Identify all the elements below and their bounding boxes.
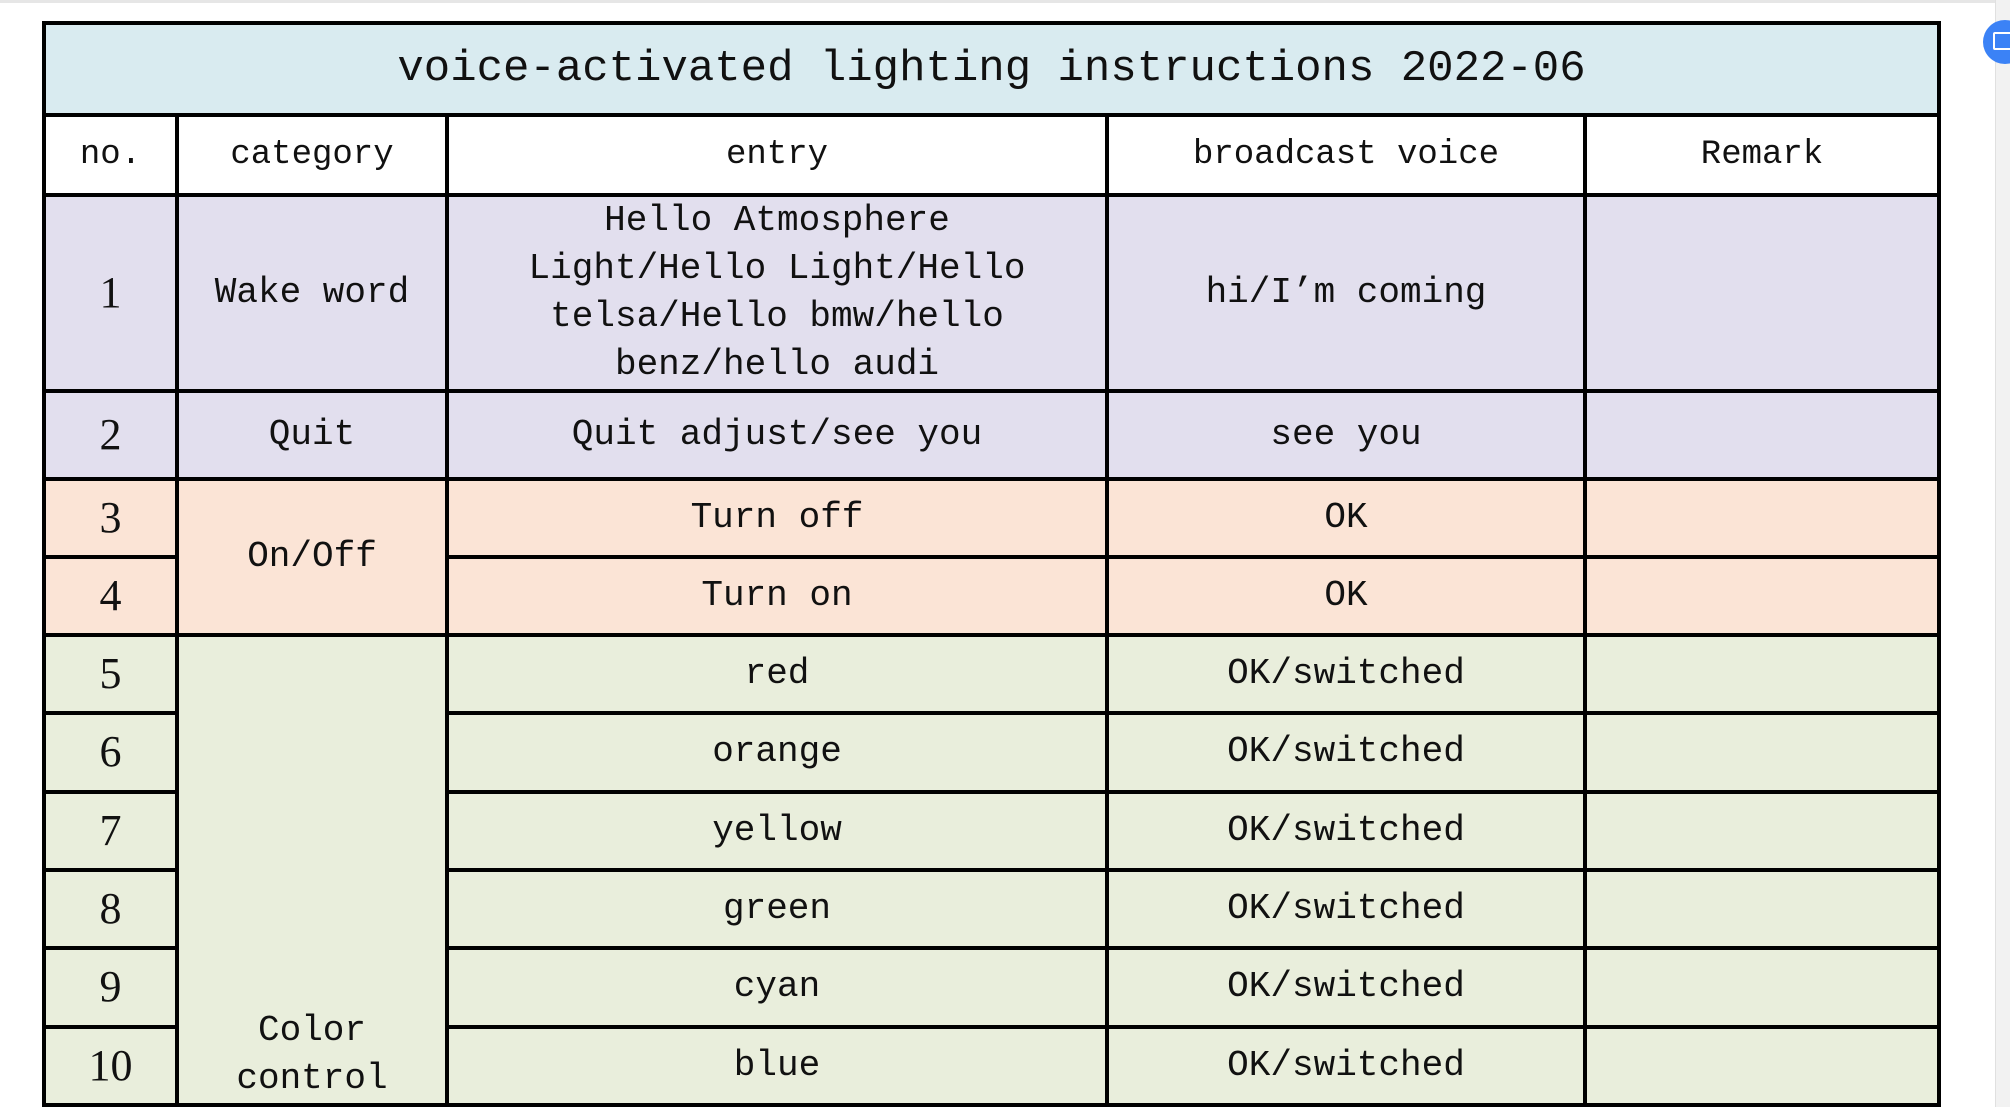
row-voice: OK — [1105, 477, 1587, 559]
row-remark — [1582, 867, 1942, 951]
screen-capture-button[interactable] — [1983, 20, 2010, 64]
row-voice: OK/switched — [1105, 867, 1587, 951]
table-row: 1 Wake word Hello Atmosphere Light/Hello… — [42, 193, 1942, 393]
row-remark — [1582, 193, 1942, 393]
row-no: 9 — [42, 946, 179, 1029]
row-no: 1 — [42, 193, 179, 393]
row-entry: red — [445, 632, 1109, 716]
row-remark — [1582, 389, 1942, 481]
screen-capture-icon — [1993, 32, 2010, 50]
table-row: 8 green OK/switched — [42, 867, 1942, 951]
header-remark: Remark — [1582, 113, 1942, 197]
row-voice: OK — [1105, 555, 1587, 637]
row-remark — [1582, 477, 1942, 559]
row-no: 8 — [42, 867, 179, 951]
row-no: 2 — [42, 389, 179, 481]
row-category: On/Off — [175, 477, 449, 637]
row-voice: OK/switched — [1105, 632, 1587, 716]
row-remark — [1582, 946, 1942, 1029]
row-entry: cyan — [445, 946, 1109, 1029]
table-row: 9 cyan OK/switched — [42, 946, 1942, 1029]
instructions-table: voice-activated lighting instructions 20… — [41, 21, 1942, 1107]
row-entry: Turn off — [445, 477, 1109, 559]
row-no: 4 — [42, 555, 179, 637]
row-voice: OK/switched — [1105, 711, 1587, 794]
row-entry: orange — [445, 711, 1109, 794]
table-row: 2 Quit Quit adjust/see you see you — [42, 389, 1942, 481]
row-entry: yellow — [445, 789, 1109, 872]
row-voice: OK/switched — [1105, 1024, 1587, 1107]
row-voice: see you — [1105, 389, 1587, 481]
row-entry: green — [445, 867, 1109, 951]
row-remark — [1582, 632, 1942, 716]
table-row: 3 On/Off Turn off OK — [42, 477, 1942, 637]
table-row: 6 orange OK/switched — [42, 711, 1942, 794]
row-remark — [1582, 789, 1942, 872]
header-entry: entry — [445, 113, 1109, 197]
table-row: 5 Color control red OK/switched — [42, 632, 1942, 1107]
header-broadcast-voice: broadcast voice — [1105, 113, 1587, 197]
row-remark — [1582, 711, 1942, 794]
table-row: 10 blue OK/switched — [42, 1024, 1942, 1107]
row-no: 10 — [42, 1024, 179, 1107]
row-voice: hi/I’m coming — [1105, 193, 1587, 393]
row-entry: Hello Atmosphere Light/Hello Light/Hello… — [445, 193, 1109, 393]
row-no: 6 — [42, 711, 179, 794]
row-no: 5 — [42, 632, 179, 716]
row-voice: OK/switched — [1105, 789, 1587, 872]
row-entry: Turn on — [445, 555, 1109, 637]
row-voice: OK/switched — [1105, 946, 1587, 1029]
row-entry: Quit adjust/see you — [445, 389, 1109, 481]
row-no: 7 — [42, 789, 179, 872]
table-row: 4 Turn on OK — [42, 555, 1942, 637]
table-row: 7 yellow OK/switched — [42, 789, 1942, 872]
scrollbar[interactable] — [1995, 0, 2010, 1107]
row-no: 3 — [42, 477, 179, 559]
row-category: Color control — [175, 633, 449, 1107]
header-no: no. — [42, 113, 179, 197]
table-title: voice-activated lighting instructions 20… — [41, 21, 1942, 117]
row-entry: blue — [445, 1024, 1109, 1107]
header-category: category — [175, 113, 449, 197]
row-remark — [1582, 1024, 1942, 1107]
row-category: Quit — [175, 389, 449, 481]
row-category: Wake word — [175, 193, 449, 393]
top-border — [0, 0, 2010, 3]
row-remark — [1582, 555, 1942, 637]
